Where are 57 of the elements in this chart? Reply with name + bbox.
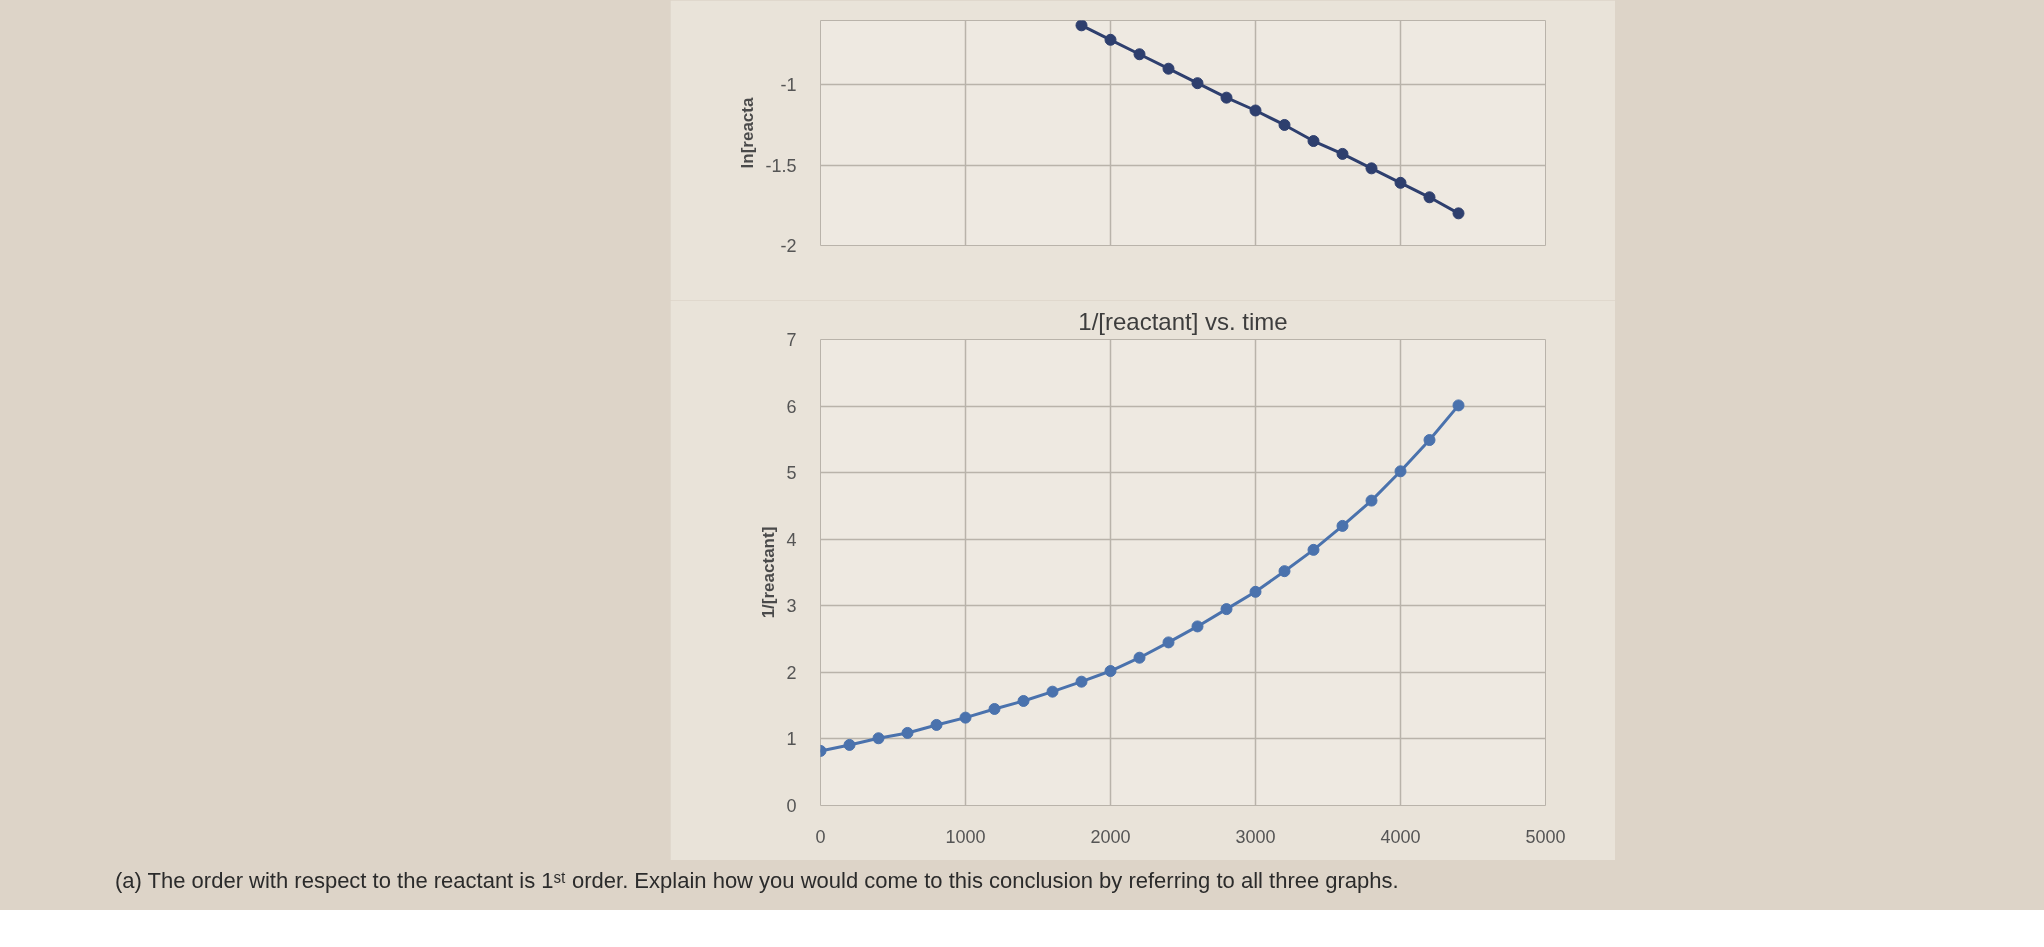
y-tick-label: 4: [786, 529, 797, 550]
point: [1336, 519, 1349, 532]
point: [1191, 620, 1204, 633]
point: [1307, 543, 1320, 556]
point: [1075, 20, 1088, 32]
x-tick-label: 2000: [1090, 826, 1131, 847]
point: [1162, 62, 1175, 75]
point: [1104, 33, 1117, 46]
point: [1046, 685, 1059, 698]
point: [1133, 651, 1146, 664]
y-tick-label: 3: [786, 596, 797, 617]
point: [1452, 399, 1465, 412]
point: [901, 726, 914, 739]
point: [1075, 675, 1088, 688]
point: [1307, 135, 1320, 148]
point: [1162, 636, 1175, 649]
point: [1220, 603, 1233, 616]
point: [1220, 91, 1233, 104]
point: [1133, 48, 1146, 61]
y-tick-label: 5: [786, 463, 797, 484]
y-tick-label: -1.5: [765, 155, 797, 176]
y-tick-label: -2: [780, 236, 797, 256]
y-axis-title: ln[reacta: [738, 97, 758, 169]
x-tick-label: 5000: [1525, 826, 1566, 847]
point: [959, 711, 972, 724]
point: [1249, 585, 1262, 598]
point: [930, 718, 943, 731]
x-tick-label: 4000: [1380, 826, 1421, 847]
point: [1423, 191, 1436, 204]
y-tick-label: 6: [786, 396, 797, 417]
point: [1423, 434, 1436, 447]
point: [1452, 207, 1465, 220]
point: [1278, 118, 1291, 131]
point: [988, 702, 1001, 715]
x-tick-label: 0: [815, 826, 826, 847]
text: (a) The order with respect to the reactant is 1ˢᵗ order. Explain how you would come to this conclusion by referring to all three graphs.: [115, 867, 1399, 895]
y-tick-label: 0: [786, 796, 797, 816]
y-tick-label: -1: [780, 75, 797, 96]
chart-title: 1/[reactant] vs. time: [1078, 307, 1288, 335]
point: [1249, 104, 1262, 117]
y-tick-label: 7: [786, 330, 797, 350]
point: [1191, 77, 1204, 90]
point: [1365, 494, 1378, 507]
y-axis-title: 1/[reactant]: [759, 526, 779, 619]
point: [1278, 565, 1291, 578]
y-tick-label: 1: [786, 729, 797, 750]
point: [1394, 465, 1407, 478]
point: [1394, 176, 1407, 189]
x-tick-label: 3000: [1235, 826, 1276, 847]
point: [1017, 694, 1030, 707]
point: [1336, 147, 1349, 160]
x-tick-label: 1000: [945, 826, 986, 847]
point: [1365, 162, 1378, 175]
point: [1104, 665, 1117, 678]
point: [872, 732, 885, 745]
point: [843, 738, 856, 751]
y-tick-label: 2: [786, 662, 797, 683]
